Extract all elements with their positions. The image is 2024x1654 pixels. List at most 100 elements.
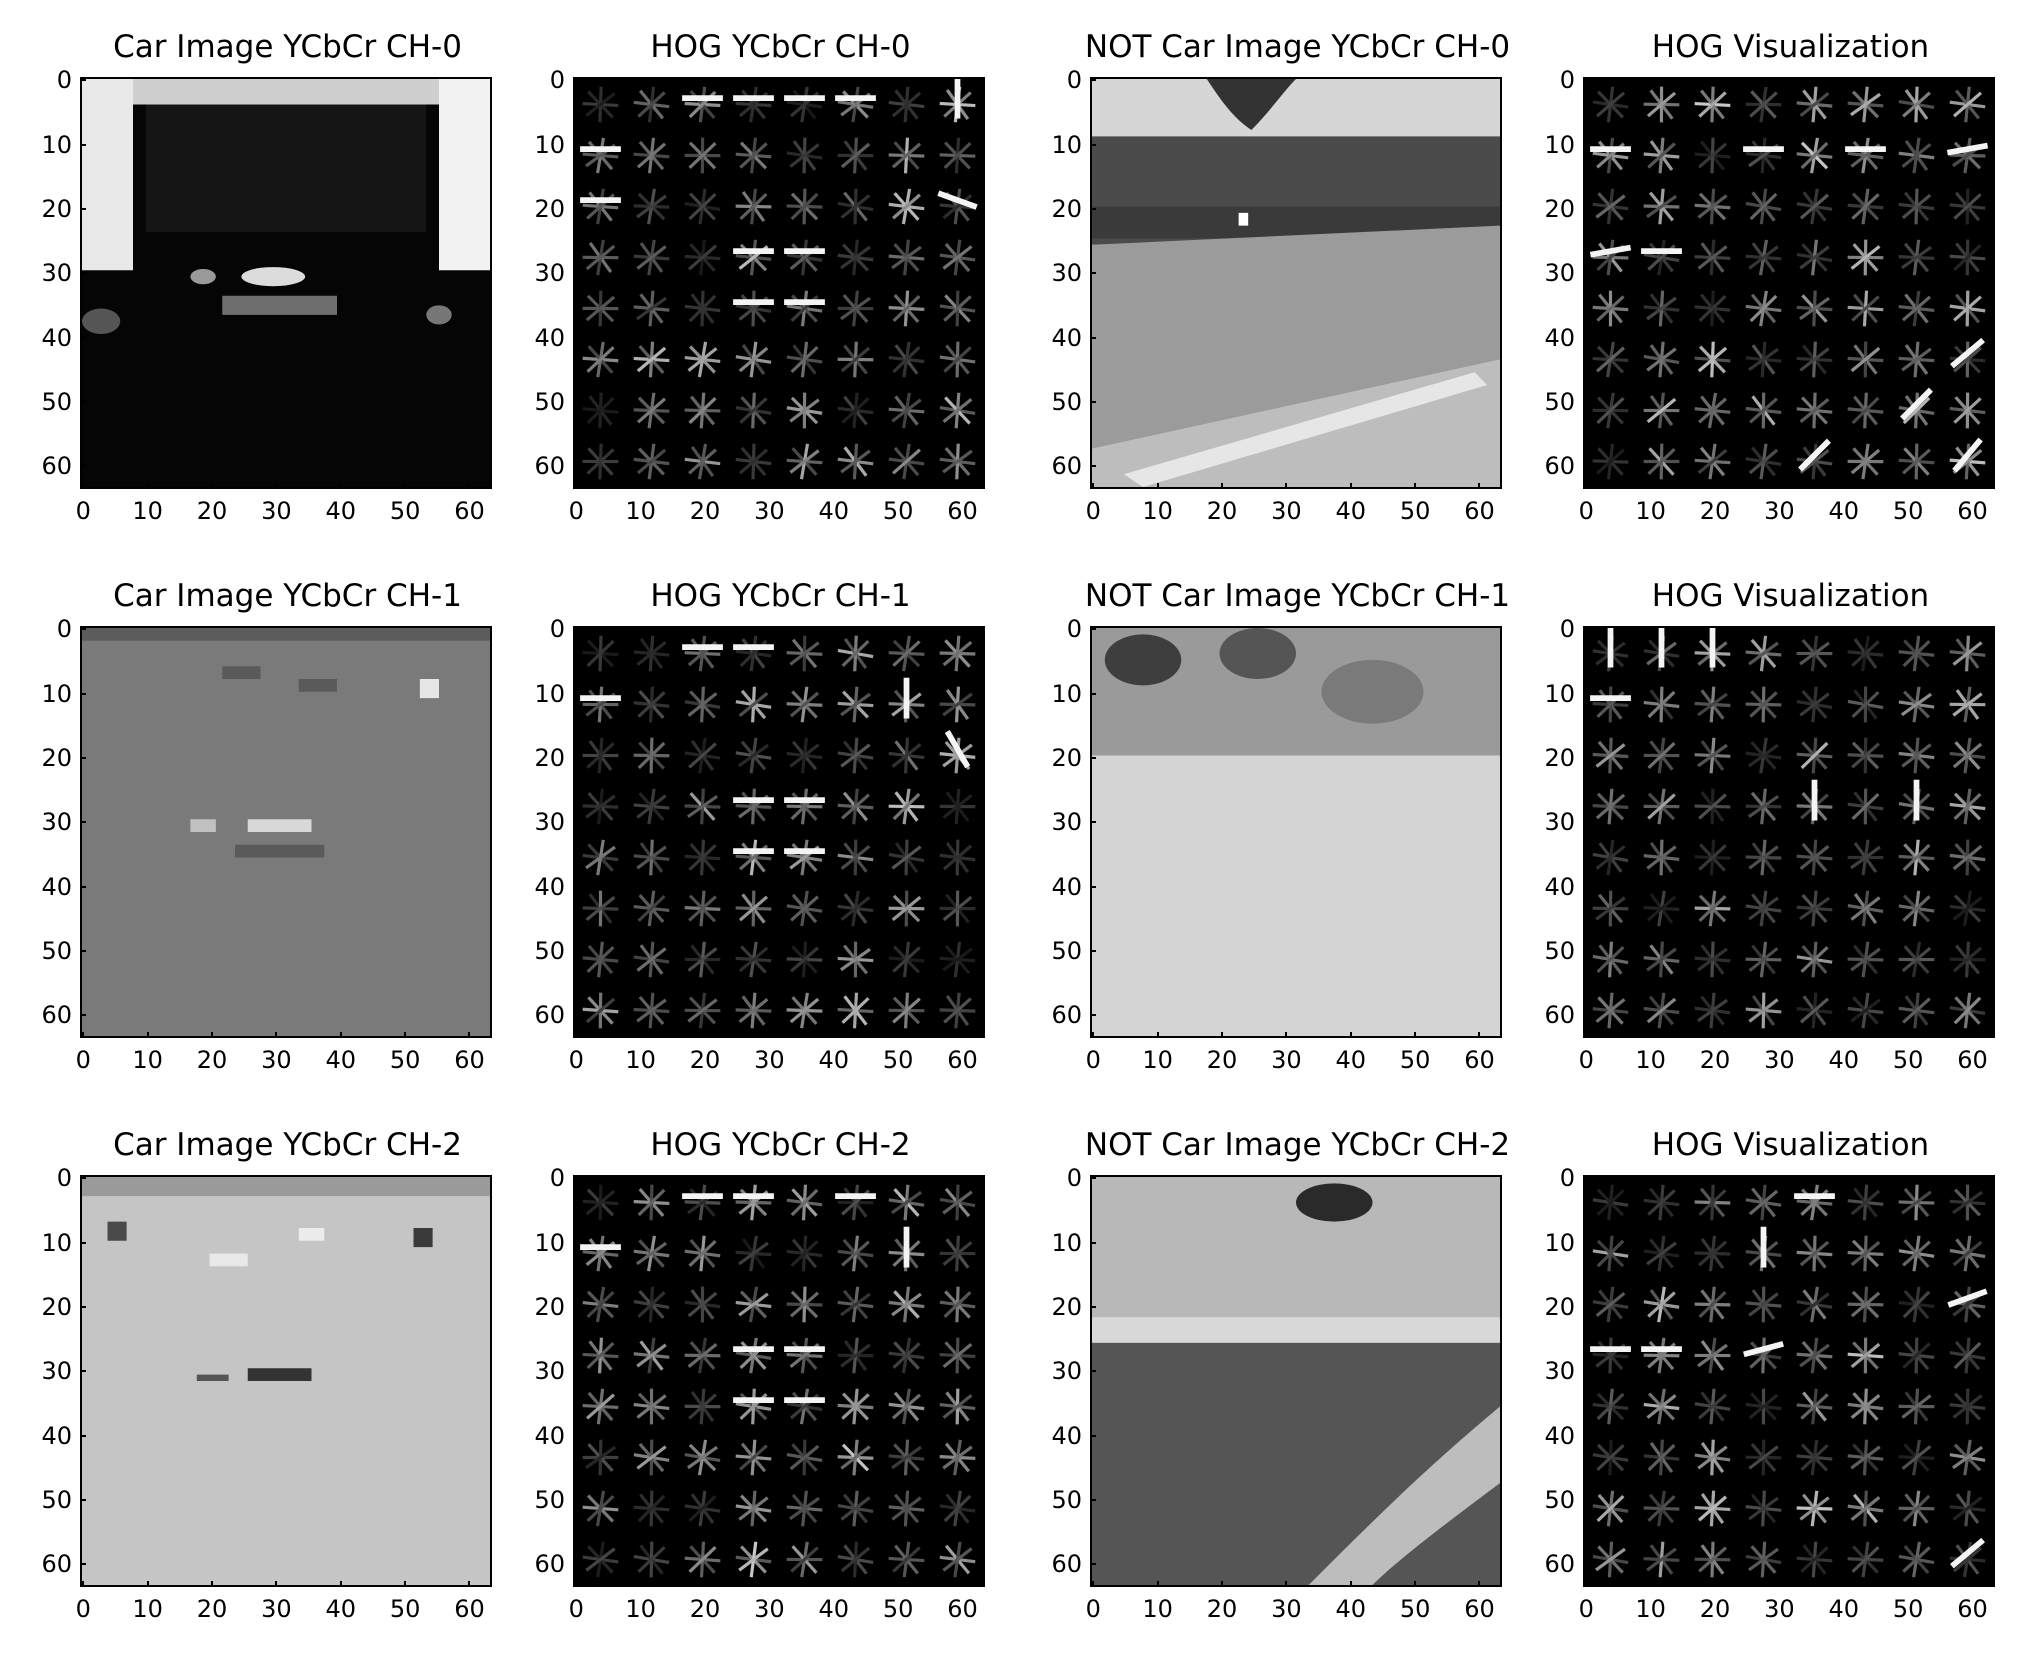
panel-title: HOG YCbCr CH-2	[650, 1127, 911, 1163]
x-tick-mark	[575, 1032, 578, 1038]
y-tick-label: 0	[56, 66, 72, 95]
panel-car-ch1: Car Image YCbCr CH-1 0 10 20 30 40 50 60 0 10 20 30…	[41, 578, 492, 1072]
y-tick-mark	[1090, 272, 1096, 275]
y-tick-mark	[1090, 336, 1096, 339]
x-tick-label: 0	[75, 1046, 91, 1074]
x-tick-label: 10	[1635, 497, 1666, 525]
x-tick-label: 60	[1464, 1595, 1495, 1623]
y-tick-mark	[1583, 143, 1589, 146]
panel-title: Car Image YCbCr CH-0	[113, 29, 462, 65]
x-tick-label: 0	[1085, 1595, 1101, 1623]
x-tick-mark	[703, 483, 706, 489]
y-tick-mark	[1090, 207, 1096, 210]
panel-notcar-ch2: NOT Car Image YCbCr CH-2 0 10 20 30 40 50 60 0 10…	[1051, 1127, 1510, 1621]
y-tick-mark	[1090, 1563, 1096, 1566]
y-tick-mark	[80, 1434, 86, 1437]
x-tick-label: 20	[196, 1595, 228, 1623]
x-tick-mark	[146, 483, 149, 489]
x-tick-mark	[339, 1032, 342, 1038]
y-tick-mark	[1583, 336, 1589, 339]
x-tick-mark	[1285, 483, 1288, 489]
hog-image	[573, 626, 985, 1038]
y-tick-mark	[1090, 79, 1096, 82]
x-tick-mark	[1285, 1032, 1288, 1038]
y-tick-mark	[1583, 756, 1589, 759]
panel-hog-notcar-1: HOG Visualization 0 10 20 30 40 50 60 0 10 20 30 40 5…	[1544, 578, 1995, 1072]
x-tick-mark	[1156, 1032, 1159, 1038]
y-tick-mark	[1090, 143, 1096, 146]
x-tick-label: 60	[454, 497, 485, 525]
x-tick-label: 30	[261, 1046, 292, 1074]
x-tick-label: 40	[1828, 1046, 1859, 1074]
y-tick-mark	[1583, 1014, 1589, 1017]
x-tick-mark	[832, 1581, 835, 1587]
y-tick-label: 30	[534, 808, 565, 837]
y-tick-label: 20	[41, 194, 72, 223]
y-tick-label: 20	[534, 194, 565, 223]
x-tick-mark	[1414, 1032, 1417, 1038]
y-tick-mark	[1090, 885, 1096, 888]
y-tick-mark	[1090, 821, 1096, 824]
y-tick-mark	[80, 1499, 86, 1502]
x-tick-mark	[275, 1581, 278, 1587]
panel-title: HOG Visualization	[1651, 578, 1930, 614]
y-tick-mark	[1090, 1434, 1096, 1437]
channel-image	[80, 626, 492, 1038]
x-tick-mark	[1971, 483, 1974, 489]
x-tick-mark	[468, 483, 471, 489]
y-tick-mark	[573, 1305, 579, 1308]
y-tick-label: 10	[41, 130, 72, 159]
y-tick-label: 30	[1544, 808, 1575, 837]
y-tick-mark	[1090, 1499, 1096, 1502]
x-tick-label: 0	[1578, 497, 1594, 525]
panel-title: Car Image YCbCr CH-2	[113, 1127, 462, 1163]
panel-hog-notcar-2: HOG Visualization 0 10 20 30 40 50 60 0 10 20 30 40 5…	[1544, 1127, 1995, 1621]
panel-title: HOG Visualization	[1651, 29, 1930, 65]
x-tick-mark	[210, 1032, 213, 1038]
y-tick-label: 40	[41, 1421, 72, 1450]
y-tick-mark	[80, 207, 86, 210]
x-tick-mark	[1092, 483, 1095, 489]
y-tick-label: 20	[41, 743, 72, 772]
x-tick-mark	[404, 1581, 407, 1587]
x-tick-mark	[575, 483, 578, 489]
y-tick-mark	[80, 336, 86, 339]
y-tick-mark	[80, 756, 86, 759]
x-tick-mark	[1907, 1581, 1910, 1587]
x-tick-mark	[768, 1032, 771, 1038]
image-svg	[1585, 79, 1993, 487]
x-tick-mark	[1907, 1032, 1910, 1038]
x-tick-label: 10	[132, 1595, 163, 1623]
x-tick-mark	[1649, 483, 1652, 489]
x-tick-label: 40	[1335, 1595, 1366, 1623]
y-tick-mark	[573, 756, 579, 759]
y-tick-label: 40	[534, 872, 565, 901]
y-tick-mark	[1583, 1177, 1589, 1180]
y-tick-label: 60	[1051, 452, 1082, 481]
y-tick-mark	[1090, 465, 1096, 468]
channel-image	[80, 77, 492, 489]
y-tick-mark	[573, 1563, 579, 1566]
x-tick-mark	[897, 1581, 900, 1587]
x-tick-label: 20	[196, 497, 228, 525]
x-tick-mark	[639, 1032, 642, 1038]
x-tick-mark	[1842, 483, 1845, 489]
x-tick-mark	[1713, 1032, 1716, 1038]
y-tick-label: 30	[534, 1357, 565, 1386]
y-tick-label: 20	[534, 1292, 565, 1321]
x-tick-mark	[1842, 1581, 1845, 1587]
y-tick-mark	[573, 1370, 579, 1373]
x-tick-label: 60	[1957, 1046, 1988, 1074]
y-tick-mark	[1090, 1014, 1096, 1017]
x-tick-label: 40	[818, 1595, 849, 1623]
hog-image	[573, 77, 985, 489]
x-tick-mark	[1414, 1581, 1417, 1587]
y-tick-mark	[80, 79, 86, 82]
y-tick-mark	[573, 401, 579, 404]
y-tick-label: 50	[534, 937, 565, 966]
x-tick-label: 50	[882, 1046, 914, 1074]
x-tick-label: 20	[196, 1046, 228, 1074]
x-tick-label: 40	[1828, 1595, 1859, 1623]
x-tick-label: 60	[1957, 497, 1988, 525]
x-tick-mark	[1220, 1581, 1223, 1587]
